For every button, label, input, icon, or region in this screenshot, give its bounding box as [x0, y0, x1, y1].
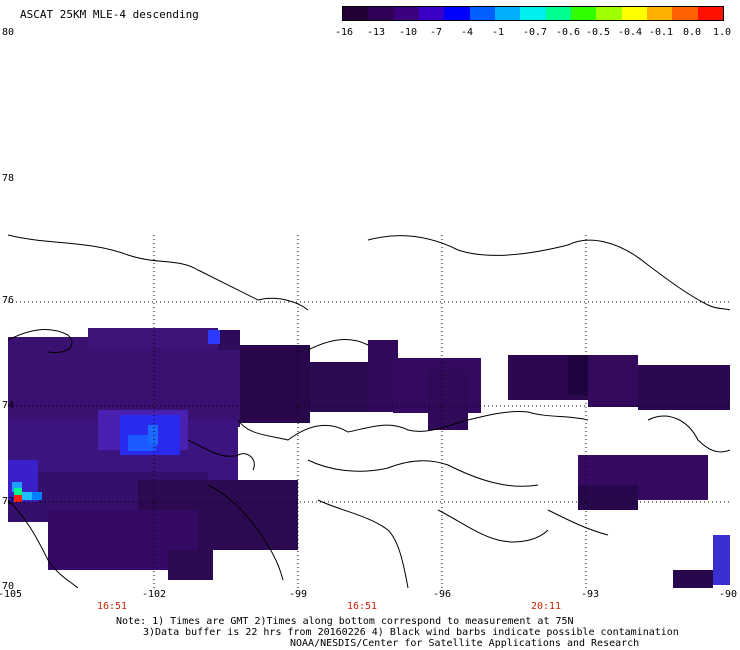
colorbar-swatch	[646, 7, 673, 20]
colorbar-label: -0.4	[617, 27, 643, 38]
lat-label: 74	[2, 400, 15, 411]
wind-data-cells	[8, 328, 730, 588]
colorbar-label: -7	[429, 27, 443, 38]
coastlines	[8, 234, 730, 588]
colorbar-label: -0.1	[648, 27, 674, 38]
colorbar-swatch	[545, 7, 571, 20]
colorbar-label: -4	[460, 27, 474, 38]
colorbar-swatch	[393, 7, 419, 20]
colorbar-swatch	[444, 7, 470, 20]
colorbar-label: -10	[398, 27, 418, 38]
colorbar-labels: -16 -13 -10 -7 -4 -1 -0.7 -0.6 -0.5 -0.4…	[330, 27, 734, 38]
lon-label: -105	[0, 589, 23, 600]
lat-label: 70	[2, 581, 15, 592]
colorbar-swatch	[469, 7, 495, 20]
lat-label: 78	[2, 173, 15, 184]
colorbar-swatch	[697, 7, 723, 20]
colorbar-label: -0.5	[585, 27, 611, 38]
colorbar-label: -13	[366, 27, 386, 38]
lon-label: -90	[718, 589, 738, 600]
graticule	[8, 235, 730, 588]
note-line: Note: 1) Times are GMT 2)Times along bot…	[116, 616, 574, 627]
colorbar-swatch	[418, 7, 445, 20]
colorbar-label: -0.7	[522, 27, 548, 38]
colorbar-label: -16	[334, 27, 354, 38]
colorbar-swatch	[494, 7, 521, 20]
lat-label: 80	[2, 27, 15, 38]
colorbar-swatch	[520, 7, 546, 20]
pass-time-label: 16:51	[96, 601, 128, 612]
colorbar-label: 1.0	[712, 27, 732, 38]
colorbar-label: 0.0	[682, 27, 702, 38]
footnotes: Note: 1) Times are GMT 2)Times along bot…	[116, 616, 679, 649]
map-panel	[8, 234, 730, 588]
colorbar	[342, 6, 724, 21]
colorbar-swatch	[672, 7, 698, 20]
map-title: ASCAT 25KM MLE-4 descending	[20, 8, 199, 21]
lon-label: -96	[432, 589, 452, 600]
colorbar-label: -1	[491, 27, 505, 38]
colorbar-swatch	[570, 7, 597, 20]
lat-label: 72	[2, 496, 15, 507]
colorbar-label: -0.6	[555, 27, 581, 38]
lon-label: -99	[288, 589, 308, 600]
lat-label: 76	[2, 295, 15, 306]
note-line: 3)Data buffer is 22 hrs from 20160226 4)…	[143, 627, 679, 638]
colorbar-swatch	[368, 7, 394, 20]
colorbar-swatch	[621, 7, 647, 20]
lon-label: -102	[141, 589, 167, 600]
colorbar-swatch	[343, 7, 369, 20]
pass-time-label: 16:51	[346, 601, 378, 612]
colorbar-swatch	[596, 7, 622, 20]
lon-label: -93	[580, 589, 600, 600]
note-line: NOAA/NESDIS/Center for Satellite Applica…	[290, 638, 640, 649]
pass-time-label: 20:11	[530, 601, 562, 612]
